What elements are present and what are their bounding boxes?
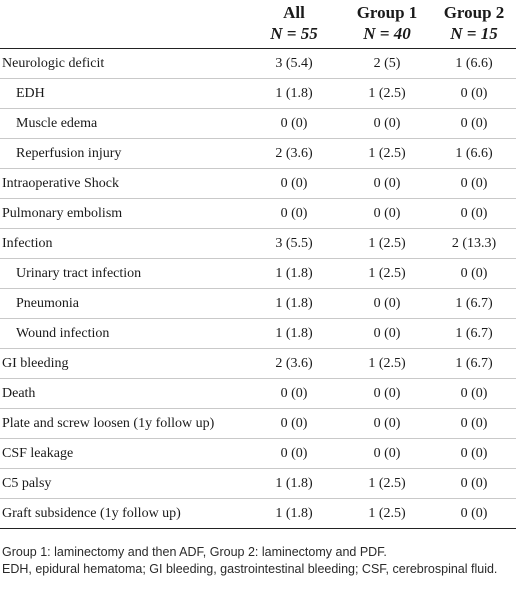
- cell-group-1: 0 (0): [342, 378, 432, 409]
- cell-group-2: 0 (0): [432, 408, 516, 439]
- row-label: EDH: [0, 78, 246, 109]
- row-label: Plate and screw loosen (1y follow up): [0, 408, 246, 439]
- cell-all: 3 (5.4): [246, 48, 342, 79]
- row-label: Neurologic deficit: [0, 48, 246, 79]
- cell-group-2: 2 (13.3): [432, 228, 516, 259]
- cell-group-1: 0 (0): [342, 168, 432, 199]
- row-label: Pneumonia: [0, 288, 246, 319]
- header-group-1-n: N = 40: [363, 24, 411, 43]
- cell-all: 1 (1.8): [246, 498, 342, 529]
- cell-all: 0 (0): [246, 108, 342, 139]
- table-row: Wound infection 1 (1.8) 0 (0) 1 (6.7): [0, 318, 516, 349]
- header-group-2-n: N = 15: [450, 24, 498, 43]
- table-body: Neurologic deficit 3 (5.4) 2 (5) 1 (6.6) EDH…: [0, 48, 516, 529]
- cell-all: 0 (0): [246, 438, 342, 469]
- cell-group-2: 1 (6.6): [432, 48, 516, 79]
- cell-group-2: 1 (6.6): [432, 138, 516, 169]
- header-row: All N = 55 Group 1 N = 40 Group 2 N = 15: [0, 0, 516, 49]
- row-label: Reperfusion injury: [0, 138, 246, 169]
- cell-all: 1 (1.8): [246, 288, 342, 319]
- cell-group-2: 0 (0): [432, 108, 516, 139]
- row-label: C5 palsy: [0, 468, 246, 499]
- table-row: GI bleeding 2 (3.6) 1 (2.5) 1 (6.7): [0, 348, 516, 379]
- cell-group-2: 0 (0): [432, 498, 516, 529]
- row-label: Graft subsidence (1y follow up): [0, 498, 246, 529]
- cell-all: 1 (1.8): [246, 468, 342, 499]
- cell-group-1: 2 (5): [342, 48, 432, 79]
- cell-all: 0 (0): [246, 378, 342, 409]
- table-footnote: Group 1: laminectomy and then ADF, Group…: [2, 544, 512, 578]
- cell-group-2: 1 (6.7): [432, 288, 516, 319]
- row-label: Pulmonary embolism: [0, 198, 246, 229]
- cell-all: 1 (1.8): [246, 78, 342, 109]
- table-row: Intraoperative Shock 0 (0) 0 (0) 0 (0): [0, 168, 516, 199]
- cell-group-1: 1 (2.5): [342, 348, 432, 379]
- cell-group-1: 0 (0): [342, 108, 432, 139]
- header-group-2-title: Group 2: [443, 3, 505, 22]
- table-row: Infection 3 (5.5) 1 (2.5) 2 (13.3): [0, 228, 516, 259]
- header-group-1: Group 1 N = 40: [342, 0, 432, 49]
- cell-all: 0 (0): [246, 198, 342, 229]
- cell-all: 3 (5.5): [246, 228, 342, 259]
- cell-all: 0 (0): [246, 408, 342, 439]
- table-row: C5 palsy 1 (1.8) 1 (2.5) 0 (0): [0, 468, 516, 499]
- header-all-title: All: [283, 3, 305, 22]
- row-label: GI bleeding: [0, 348, 246, 379]
- cell-group-2: 0 (0): [432, 378, 516, 409]
- table-row: EDH 1 (1.8) 1 (2.5) 0 (0): [0, 78, 516, 109]
- table-row: Graft subsidence (1y follow up) 1 (1.8) 1 …: [0, 498, 516, 529]
- cell-group-1: 0 (0): [342, 318, 432, 349]
- cell-group-2: 0 (0): [432, 468, 516, 499]
- row-label: Intraoperative Shock: [0, 168, 246, 199]
- cell-group-1: 1 (2.5): [342, 258, 432, 289]
- header-all-n: N = 55: [270, 24, 318, 43]
- header-group-1-title: Group 1: [356, 3, 418, 22]
- cell-group-2: 0 (0): [432, 78, 516, 109]
- cell-group-2: 0 (0): [432, 438, 516, 469]
- table-row: Pneumonia 1 (1.8) 0 (0) 1 (6.7): [0, 288, 516, 319]
- cell-group-1: 1 (2.5): [342, 78, 432, 109]
- table-row: Urinary tract infection 1 (1.8) 1 (2.5) 0 (…: [0, 258, 516, 289]
- cell-group-2: 0 (0): [432, 168, 516, 199]
- footnote-line-1: Group 1: laminectomy and then ADF, Group…: [2, 545, 387, 559]
- row-label: Urinary tract infection: [0, 258, 246, 289]
- cell-group-1: 0 (0): [342, 288, 432, 319]
- complications-table-container: All N = 55 Group 1 N = 40 Group 2 N = 15…: [0, 0, 516, 529]
- row-label: CSF leakage: [0, 438, 246, 469]
- cell-group-2: 0 (0): [432, 258, 516, 289]
- cell-group-1: 1 (2.5): [342, 138, 432, 169]
- cell-group-1: 1 (2.5): [342, 468, 432, 499]
- cell-group-1: 0 (0): [342, 198, 432, 229]
- complications-table: All N = 55 Group 1 N = 40 Group 2 N = 15…: [0, 0, 516, 529]
- table-row: Neurologic deficit 3 (5.4) 2 (5) 1 (6.6): [0, 48, 516, 79]
- table-row: Death 0 (0) 0 (0) 0 (0): [0, 378, 516, 409]
- header-all: All N = 55: [246, 0, 342, 49]
- cell-group-2: 1 (6.7): [432, 318, 516, 349]
- row-label: Death: [0, 378, 246, 409]
- row-label: Infection: [0, 228, 246, 259]
- cell-all: 1 (1.8): [246, 258, 342, 289]
- row-label: Wound infection: [0, 318, 246, 349]
- header-group-2: Group 2 N = 15: [432, 0, 516, 49]
- table-row: CSF leakage 0 (0) 0 (0) 0 (0): [0, 438, 516, 469]
- table-row: Pulmonary embolism 0 (0) 0 (0) 0 (0): [0, 198, 516, 229]
- header-label-column: [0, 0, 246, 49]
- cell-group-1: 0 (0): [342, 408, 432, 439]
- cell-group-1: 1 (2.5): [342, 228, 432, 259]
- cell-all: 2 (3.6): [246, 348, 342, 379]
- row-label: Muscle edema: [0, 108, 246, 139]
- table-row: Plate and screw loosen (1y follow up) 0 (…: [0, 408, 516, 439]
- cell-group-2: 1 (6.7): [432, 348, 516, 379]
- table-row: Muscle edema 0 (0) 0 (0) 0 (0): [0, 108, 516, 139]
- cell-all: 0 (0): [246, 168, 342, 199]
- footnote-line-2: EDH, epidural hematoma; GI bleeding, gas…: [2, 562, 498, 576]
- table-header: All N = 55 Group 1 N = 40 Group 2 N = 15: [0, 0, 516, 49]
- cell-all: 2 (3.6): [246, 138, 342, 169]
- table-row: Reperfusion injury 2 (3.6) 1 (2.5) 1 (6.6): [0, 138, 516, 169]
- cell-group-1: 0 (0): [342, 438, 432, 469]
- cell-all: 1 (1.8): [246, 318, 342, 349]
- cell-group-1: 1 (2.5): [342, 498, 432, 529]
- cell-group-2: 0 (0): [432, 198, 516, 229]
